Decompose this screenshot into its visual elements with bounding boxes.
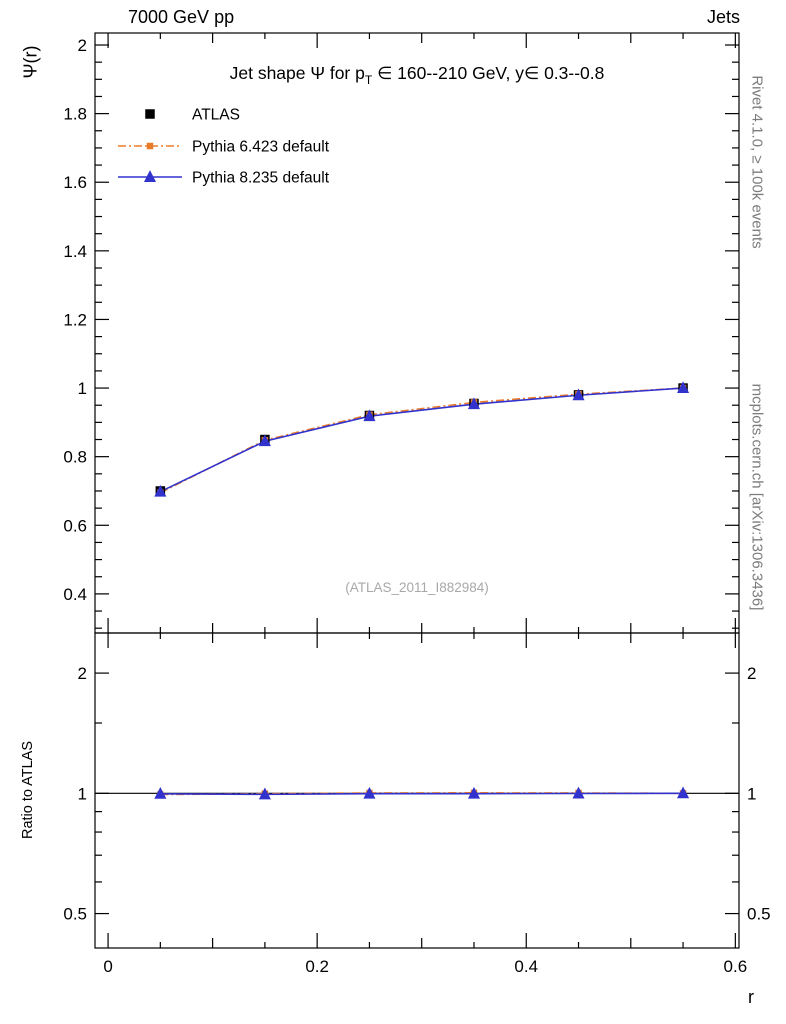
- rivet-version-caption: Rivet 4.1.0, ≥ 100k events: [748, 75, 766, 249]
- svg-text:0.5: 0.5: [63, 905, 87, 924]
- svg-text:1: 1: [747, 784, 756, 803]
- ratio-y-axis-title: Ratio to ATLAS: [20, 740, 36, 840]
- svg-text:0.2: 0.2: [305, 957, 329, 976]
- svg-text:2: 2: [78, 36, 87, 55]
- beam-energy-label: 7000 GeV pp: [128, 7, 235, 27]
- svg-text:2: 2: [747, 664, 756, 683]
- svg-text:Pythia 6.423 default: Pythia 6.423 default: [192, 139, 330, 156]
- svg-text:0.4: 0.4: [63, 585, 87, 604]
- svg-text:0.6: 0.6: [63, 516, 87, 535]
- svg-text:ATLAS: ATLAS: [192, 107, 240, 124]
- process-label: Jets: [706, 7, 740, 27]
- svg-text:0.4: 0.4: [514, 957, 538, 976]
- mcplots-arxiv-caption: mcplots.cern.ch [arXiv:1306.3436]: [748, 383, 766, 611]
- svg-text:Pythia 8.235 default: Pythia 8.235 default: [192, 170, 330, 187]
- analysis-id-watermark: (ATLAS_2011_I882984): [345, 580, 489, 595]
- svg-text:0.8: 0.8: [63, 448, 87, 467]
- svg-text:1: 1: [78, 379, 87, 398]
- svg-text:0: 0: [103, 957, 112, 976]
- svg-text:1.8: 1.8: [63, 105, 87, 124]
- svg-text:1: 1: [78, 784, 87, 803]
- svg-text:1.6: 1.6: [63, 173, 87, 192]
- svg-text:0.5: 0.5: [747, 905, 771, 924]
- svg-text:2: 2: [78, 664, 87, 683]
- svg-text:1.2: 1.2: [63, 310, 87, 329]
- svg-text:1.4: 1.4: [63, 242, 87, 261]
- main-y-axis-title: Ψ(r): [20, 45, 41, 79]
- svg-text:0.6: 0.6: [724, 957, 748, 976]
- svg-text:Jet shape Ψ for pT ∈ 160--210: Jet shape Ψ for pT ∈ 160--210 GeV, y∈ 0.…: [230, 63, 605, 87]
- x-axis-title: r: [748, 987, 754, 1007]
